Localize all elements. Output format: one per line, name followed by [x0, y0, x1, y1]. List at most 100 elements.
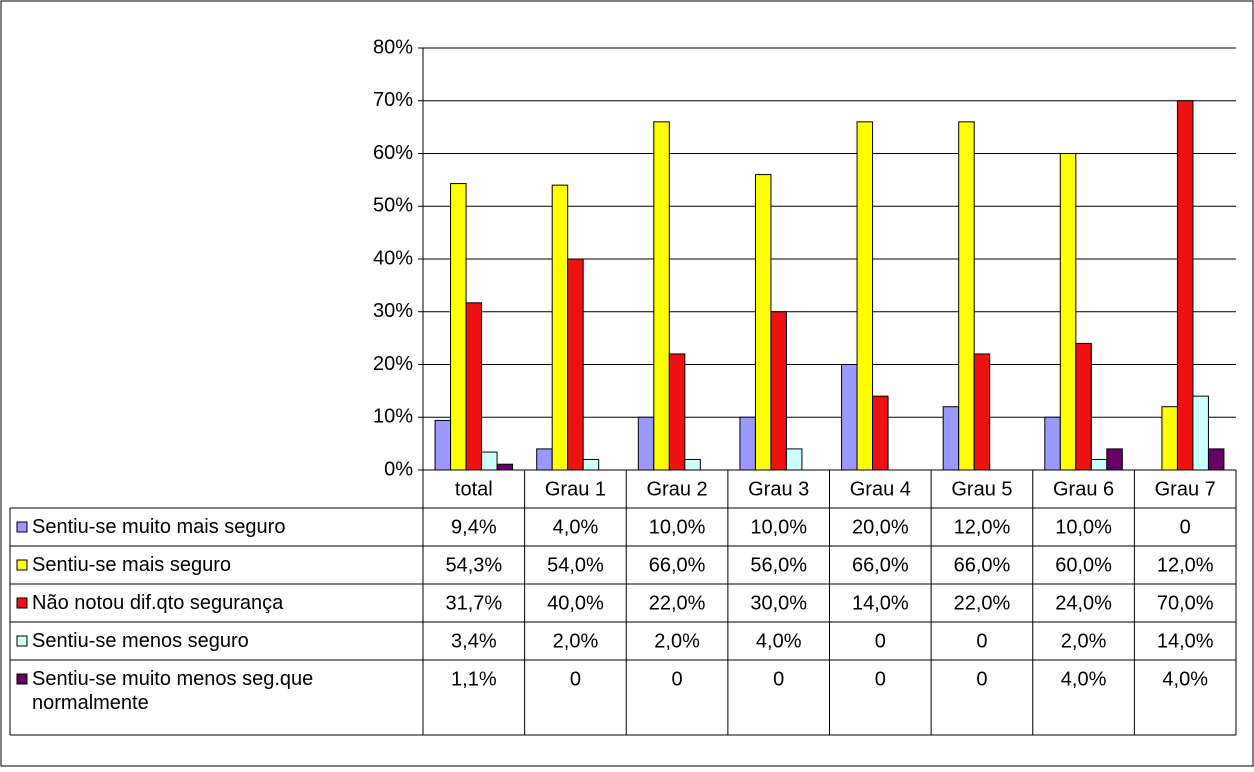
bar — [434, 419, 452, 471]
table-value: 2,0% — [654, 630, 700, 652]
bar — [567, 258, 584, 471]
table-value: 4,0% — [553, 516, 599, 538]
legend-label: Sentiu-se menos seguro — [32, 630, 249, 652]
legend-key — [16, 673, 28, 685]
table-value: 4,0% — [1061, 668, 1107, 690]
legend-label-box: Sentiu-se mais seguro — [32, 554, 231, 576]
bar — [551, 184, 569, 471]
bar — [684, 458, 701, 471]
table-value: 9,4% — [451, 516, 497, 538]
legend-key — [16, 635, 28, 647]
table-value: 10,0% — [1055, 516, 1112, 538]
table-value: 0 — [672, 668, 683, 690]
bar — [1161, 406, 1178, 471]
y-tick-label: 30% — [373, 300, 413, 322]
x-tick-label: Grau 7 — [1155, 478, 1216, 500]
legend-label-box: Não notou dif.qto segurança — [32, 592, 284, 614]
x-tick-label: Grau 1 — [545, 478, 606, 500]
y-tick-label: 70% — [373, 89, 413, 111]
bar — [450, 183, 467, 471]
table-value: 66,0% — [954, 554, 1011, 576]
table-value: 0 — [773, 668, 784, 690]
table-value: 4,0% — [756, 630, 802, 652]
y-tick-label: 60% — [373, 142, 413, 164]
table-value: 2,0% — [1061, 630, 1107, 652]
y-tick-label: 40% — [373, 247, 413, 269]
table-value: 54,3% — [445, 554, 502, 576]
table-value: 2,0% — [553, 630, 599, 652]
table-value: 14,0% — [1157, 630, 1214, 652]
bar — [1192, 395, 1209, 471]
bar — [536, 448, 553, 471]
bar — [942, 406, 960, 471]
table-value: 10,0% — [649, 516, 706, 538]
table-value: 66,0% — [852, 554, 909, 576]
y-tick-label: 50% — [373, 195, 413, 217]
table-value: 0 — [976, 630, 987, 652]
x-tick-label: Grau 5 — [951, 478, 1012, 500]
table-value: 1,1% — [451, 668, 497, 690]
table-value: 54,0% — [547, 554, 604, 576]
x-tick-label: total — [455, 478, 493, 500]
bar — [958, 121, 975, 471]
table-value: 0 — [570, 668, 581, 690]
table-value: 30,0% — [750, 592, 807, 614]
table-value: 0 — [875, 668, 886, 690]
y-tick-label: 10% — [373, 406, 413, 428]
table-value: 14,0% — [852, 592, 909, 614]
bar — [1207, 448, 1225, 471]
table-value: 56,0% — [750, 554, 807, 576]
bar — [785, 448, 803, 471]
bar — [653, 121, 670, 471]
table-value: 0 — [875, 630, 886, 652]
table-value: 60,0% — [1055, 554, 1112, 576]
table-value: 0 — [976, 668, 987, 690]
bar — [481, 451, 498, 471]
bar — [1106, 448, 1123, 471]
legend-key — [16, 521, 28, 533]
table-value: 0 — [1180, 516, 1191, 538]
x-tick-label: Grau 2 — [646, 478, 707, 500]
legend-label-box: Sentiu-se muito mais seguro — [32, 516, 286, 538]
bar — [770, 311, 787, 471]
bar — [841, 364, 858, 471]
table-value: 24,0% — [1055, 592, 1112, 614]
x-tick-label: Grau 3 — [748, 478, 809, 500]
legend-key — [16, 597, 28, 609]
legend-key — [16, 559, 28, 571]
legend-label: Sentiu-se mais seguro — [32, 554, 231, 576]
y-tick-label: 20% — [373, 353, 413, 375]
bar — [582, 458, 600, 471]
table-value: 22,0% — [649, 592, 706, 614]
bar — [872, 395, 889, 471]
bar — [1075, 342, 1092, 471]
table-value: 12,0% — [1157, 554, 1214, 576]
x-tick-label: Grau 4 — [850, 478, 911, 500]
bar — [754, 174, 772, 471]
table-value: 20,0% — [852, 516, 909, 538]
table-value: 3,4% — [451, 630, 497, 652]
bar — [1044, 416, 1061, 471]
bar — [496, 463, 514, 471]
bar — [668, 353, 686, 471]
table-value: 22,0% — [954, 592, 1011, 614]
bar — [465, 302, 483, 471]
table-value: 40,0% — [547, 592, 604, 614]
bar — [1176, 100, 1194, 471]
table-value: 66,0% — [649, 554, 706, 576]
legend-label: Não notou dif.qto segurança — [32, 592, 284, 614]
bar — [739, 416, 756, 471]
legend-label: Sentiu-se muito mais seguro — [32, 516, 286, 538]
x-tick-label: Grau 6 — [1053, 478, 1114, 500]
legend-label-box: Sentiu-se muito menos seg.que normalment… — [32, 668, 314, 714]
table-value: 4,0% — [1162, 668, 1208, 690]
table-value: 70,0% — [1157, 592, 1214, 614]
legend-label-box: Sentiu-se menos seguro — [32, 630, 249, 652]
table-value: 31,7% — [445, 592, 502, 614]
bar — [856, 121, 874, 471]
legend-label: Sentiu-se muito menos seg.que normalment… — [32, 668, 314, 714]
table-value: 10,0% — [750, 516, 807, 538]
bar — [1059, 153, 1077, 471]
